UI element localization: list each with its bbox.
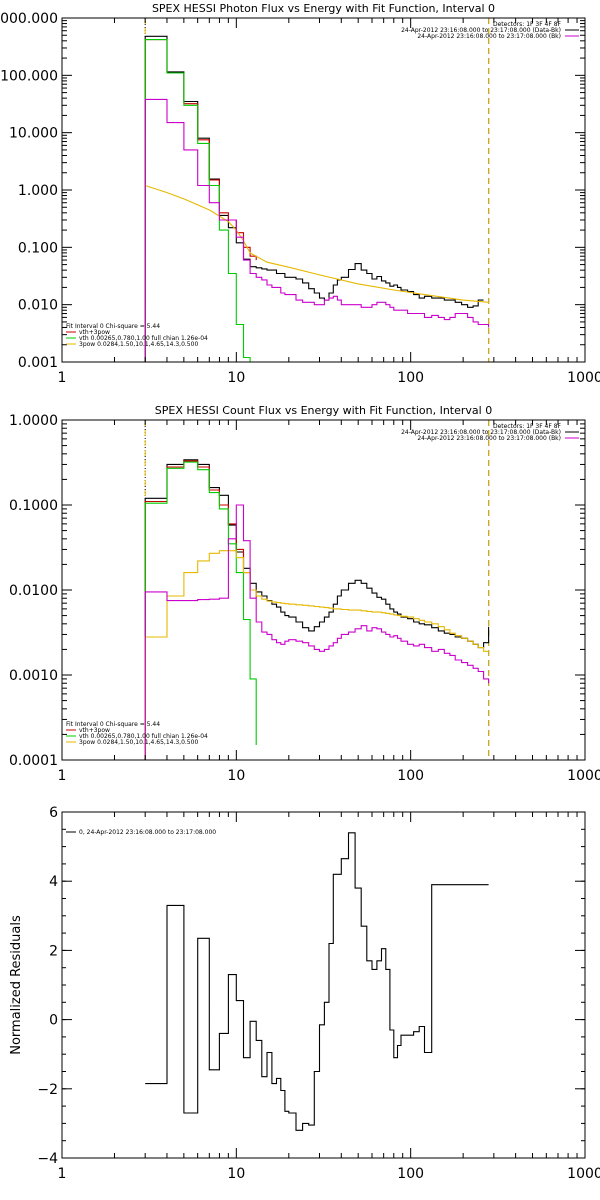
y-tick-label: 4 (49, 874, 58, 890)
y-tick-label: 100.000 (0, 68, 58, 84)
info-line: Detectors: 1F 3F 4F 8F (493, 423, 562, 430)
chart-panel-2: SPEX HESSI Count Flux vs Energy with Fit… (9, 404, 600, 784)
legend-entry: 3pow 0.0284,1.50,10.1,4.65,14.3,0.500 (79, 341, 198, 348)
chart-title: SPEX HESSI Count Flux vs Energy with Fit… (155, 404, 492, 417)
y-tick-label: 0.100 (18, 240, 58, 256)
legend-entry: 0, 24-Apr-2012 23:16:08.000 to 23:17:08.… (79, 829, 216, 836)
x-tick-label: 100 (397, 1166, 424, 1182)
y-tick-label: 1.0000 (9, 413, 58, 429)
legend-entry: 3pow 0.0284,1.50,10.1,4.65,14.3,0.500 (79, 739, 198, 746)
x-tick-label: 1000 (567, 768, 600, 784)
x-tick-label: 100 (397, 370, 424, 386)
y-tick-label: 1000.000 (0, 11, 58, 27)
y-tick-label: 2 (49, 943, 58, 959)
series-data-bk (144, 459, 490, 760)
x-tick-label: 10 (227, 1166, 245, 1182)
plot-frame (61, 17, 586, 363)
info-line: 24-Apr-2012 23:16:08.000 to 23:17:08.000… (401, 27, 561, 34)
legend-entry: vth+3pow (79, 727, 110, 734)
plot-frame (61, 811, 586, 1159)
y-tick-label: 0.1000 (9, 498, 58, 514)
info-line: 24-Apr-2012 23:16:08.000 to 23:17:08.000… (417, 435, 561, 442)
x-tick-label: 10 (227, 370, 245, 386)
info-line: 24-Apr-2012 23:16:08.000 to 23:17:08.000… (401, 429, 561, 436)
series-3pow (144, 550, 489, 760)
info-line: 24-Apr-2012 23:16:08.000 to 23:17:08.000… (417, 33, 561, 40)
chart-title: SPEX HESSI Photon Flux vs Energy with Fi… (152, 2, 495, 15)
series-data-bk (144, 35, 484, 362)
x-tick-label: 1000 (567, 1166, 600, 1182)
y-tick-label: −2 (37, 1082, 58, 1098)
legend-entry: vth 0.00265,0.780,1.00 full chian 1.26e-… (79, 335, 208, 342)
series-vth (144, 39, 251, 362)
x-tick-label: 1 (58, 1166, 67, 1182)
y-tick-label: 0.0100 (9, 583, 58, 599)
x-tick-label: 10 (227, 768, 245, 784)
series-0-24-apr-2012-23-16-08-000-to-23-17-08-000 (145, 832, 489, 1131)
legend-entry: Fit Interval 0 Chi-square = 5.44 (66, 721, 160, 728)
series-bk (144, 98, 490, 362)
legend-entry: vth 0.00265,0.780,1.00 full chian 1.26e-… (79, 733, 208, 740)
y-tick-label: 0 (49, 1013, 58, 1029)
series-3pow (145, 184, 489, 303)
series-vth (144, 461, 257, 760)
info-line: Detectors: 1F 3F 4F 8F (493, 21, 562, 28)
y-tick-label: 0.001 (18, 355, 58, 371)
chart-panel-1: SPEX HESSI Photon Flux vs Energy with Fi… (0, 2, 600, 386)
y-axis-label: Normalized Residuals (9, 915, 24, 1055)
series-bk (144, 504, 490, 760)
series-vth-3pow (144, 460, 257, 760)
plot-area (144, 18, 490, 362)
y-tick-label: 0.0010 (9, 668, 58, 684)
plot-frame (61, 419, 586, 761)
y-tick-label: 10.000 (9, 126, 58, 142)
x-tick-label: 1 (58, 370, 67, 386)
y-tick-label: 0.0001 (9, 753, 58, 769)
chart-panel-3: Normalized Residuals 1 10 100 1000 −4 −2 0 2 4 6 0,… (9, 805, 600, 1182)
plot-area (145, 832, 489, 1131)
series-vth-3pow (144, 39, 257, 362)
x-tick-label: 1 (58, 768, 67, 784)
legend-entry: Fit Interval 0 Chi-square = 5.44 (66, 323, 160, 330)
y-tick-label: 6 (49, 805, 58, 821)
y-tick-label: −4 (37, 1151, 58, 1167)
plot-area (144, 420, 490, 760)
x-tick-label: 1000 (567, 370, 600, 386)
y-tick-label: 1.000 (18, 183, 58, 199)
x-tick-label: 100 (397, 768, 424, 784)
legend-entry: vth+3pow (79, 329, 110, 336)
y-tick-label: 0.010 (18, 298, 58, 314)
